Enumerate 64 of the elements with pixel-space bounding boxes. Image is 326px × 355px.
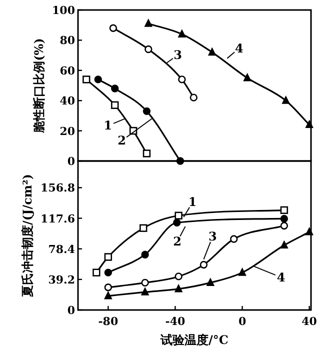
x-tick-label: 0 [238,315,246,328]
point [141,250,149,258]
y-axis-title: 夏氏冲击韧度/(J/cm²) [20,174,35,298]
point [82,76,90,84]
point [104,284,112,292]
point [111,84,119,92]
y-tick-label: 78.4 [48,242,76,256]
point [280,214,288,223]
point [178,76,186,84]
point [111,101,119,109]
point [104,253,112,261]
y-tick-label: 40 [60,94,76,108]
point [238,268,246,276]
annotation: 1 [104,118,112,133]
point [144,45,152,54]
point [174,272,182,280]
x-tick-label: -40 [165,315,186,328]
annotation: 1 [188,195,197,210]
point [92,268,100,276]
point [208,48,216,56]
x-axis-title: 试验温度/°C [160,333,228,347]
point [144,19,152,27]
point [141,288,149,296]
point [142,150,151,158]
y-tick-label: 0 [67,155,76,168]
y-tick-label: 60 [60,64,76,78]
y-tick-label: 0 [67,304,76,317]
point [306,120,314,128]
point [140,224,148,232]
annotation: 2 [173,234,182,249]
point [104,268,112,276]
y-axis-title: 脆性断口比例(%) [32,38,46,134]
point [173,218,181,226]
annotation: 2 [118,134,126,148]
annotation: 4 [235,41,244,56]
y-tick-label: 80 [60,34,76,48]
point [230,235,238,243]
point [104,292,112,300]
point [280,240,288,249]
point [178,30,186,38]
y-tick-label: 20 [60,124,76,138]
point [200,260,208,269]
point [306,228,314,236]
y-tick-label: 39.2 [48,273,75,286]
point [280,206,288,214]
point [174,284,182,292]
point [94,76,102,84]
point [206,278,214,286]
point [244,74,252,82]
point [109,24,118,32]
y-tick-label: 117.6 [40,212,76,226]
point [280,222,288,230]
point [141,278,149,287]
point [142,107,151,116]
annotation: 4 [276,270,286,284]
point [190,94,198,102]
y-tick-label: 100 [52,4,76,17]
point [282,96,290,104]
x-tick-label: -80 [98,315,118,328]
annotation: 3 [174,48,182,62]
x-tick-label: 40 [302,315,318,328]
y-tick-label: 156.8 [40,182,76,195]
annotation: 3 [208,229,217,244]
point [174,212,182,220]
